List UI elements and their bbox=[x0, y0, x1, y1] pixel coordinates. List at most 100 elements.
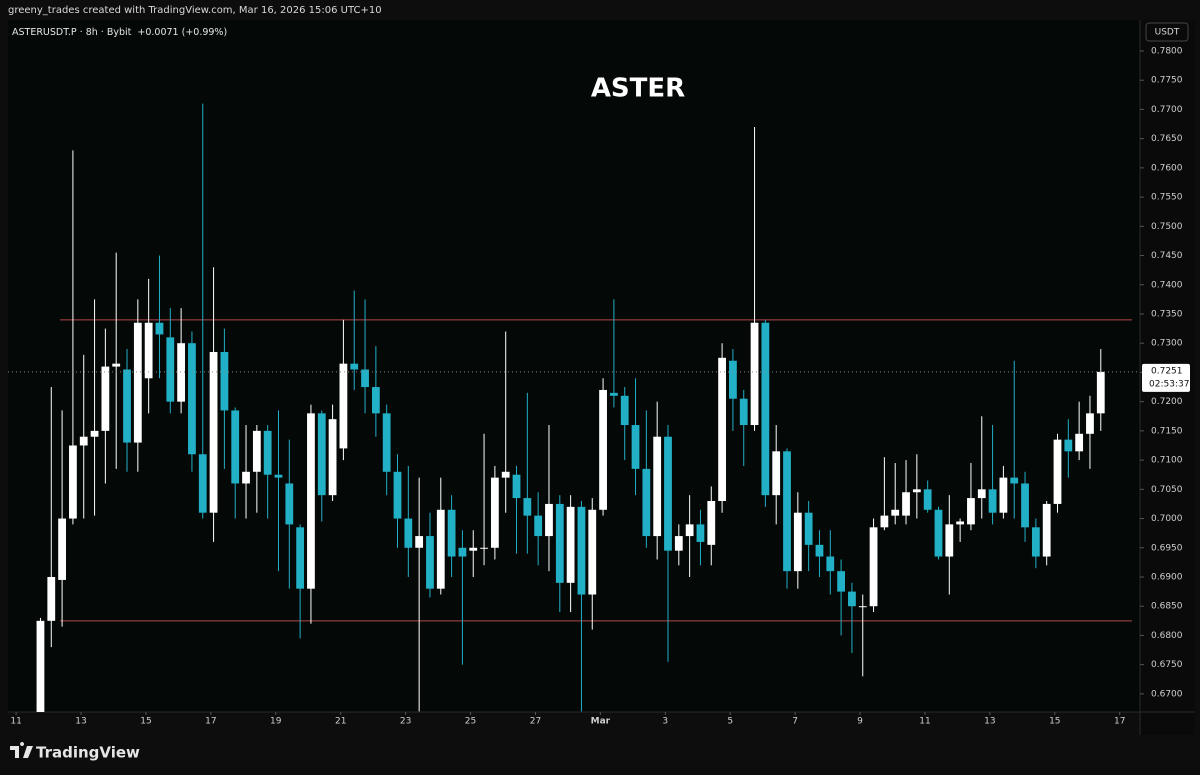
candle-body bbox=[166, 337, 175, 402]
logo-text: TradingView bbox=[36, 744, 140, 762]
candle-body bbox=[804, 512, 813, 545]
candle-body bbox=[977, 489, 986, 499]
candle-body bbox=[252, 430, 261, 472]
y-tick-label: 0.7600 bbox=[1151, 163, 1183, 173]
candle-body bbox=[642, 468, 651, 537]
candle-body bbox=[382, 413, 391, 472]
candle-body bbox=[1010, 477, 1019, 484]
candle-body bbox=[891, 509, 900, 516]
candle-body bbox=[653, 436, 662, 537]
y-tick-label: 0.7000 bbox=[1151, 514, 1183, 524]
candle-body bbox=[90, 430, 99, 437]
candle-body bbox=[307, 413, 315, 589]
candle-body bbox=[123, 369, 131, 443]
candle-body bbox=[739, 398, 748, 426]
candle-body bbox=[415, 536, 424, 548]
y-tick-label: 0.7700 bbox=[1151, 105, 1183, 115]
candle-body bbox=[577, 506, 586, 595]
candle-body bbox=[837, 571, 846, 592]
logo-icon bbox=[10, 742, 33, 758]
y-tick-label: 0.7750 bbox=[1151, 76, 1183, 86]
candle-body bbox=[545, 503, 553, 537]
y-tick-label: 0.6800 bbox=[1151, 631, 1183, 641]
candle-body bbox=[912, 489, 921, 493]
candle-body bbox=[566, 506, 575, 583]
candle-body bbox=[447, 509, 456, 557]
candle-body bbox=[1096, 371, 1105, 414]
y-tick-label: 0.7050 bbox=[1151, 485, 1183, 495]
y-tick-label: 0.6950 bbox=[1151, 543, 1183, 553]
candle-body bbox=[945, 524, 954, 557]
y-tick-label: 0.6700 bbox=[1151, 689, 1183, 699]
candle-body bbox=[36, 620, 45, 712]
candle-body bbox=[317, 413, 326, 496]
currency-button[interactable] bbox=[1145, 22, 1189, 42]
x-tick-label: 23 bbox=[400, 717, 411, 727]
candle-body bbox=[426, 536, 434, 589]
candle-body bbox=[274, 474, 283, 478]
candle-body bbox=[296, 527, 305, 589]
candle-body bbox=[826, 556, 835, 572]
candle-body bbox=[685, 524, 694, 537]
candle-body bbox=[523, 498, 532, 516]
y-tick-label: 0.7550 bbox=[1151, 193, 1183, 203]
candle-body bbox=[79, 436, 88, 446]
x-tick-label: 25 bbox=[465, 717, 476, 727]
change: +0.0071 (+0.99%) bbox=[137, 27, 227, 38]
candle-body bbox=[858, 606, 867, 608]
candle-body bbox=[512, 474, 521, 499]
x-tick-label: 17 bbox=[1114, 717, 1125, 727]
candle-body bbox=[902, 492, 910, 516]
candle-body bbox=[177, 343, 186, 402]
candle-body bbox=[1075, 433, 1084, 452]
y-tick-label: 0.7350 bbox=[1151, 309, 1183, 319]
candle-body bbox=[155, 322, 164, 335]
candle-body bbox=[480, 547, 488, 549]
overlay: 0.7800 0.7750 0.7700 0.7650 0.7600 0.7550 0.75… bbox=[10, 46, 1190, 727]
candle-body bbox=[1021, 483, 1029, 528]
y-tick-label: 0.7300 bbox=[1151, 339, 1183, 349]
candle-body bbox=[458, 547, 467, 557]
x-tick-label: 17 bbox=[205, 717, 216, 727]
candle-body bbox=[393, 471, 402, 519]
y-tick-label: 0.7500 bbox=[1151, 222, 1183, 232]
x-tick-label: 27 bbox=[530, 717, 541, 727]
y-tick-label: 0.7400 bbox=[1151, 280, 1183, 290]
y-tick-label: 0.6900 bbox=[1151, 572, 1183, 582]
x-tick-label: 15 bbox=[1049, 717, 1060, 727]
candle-body bbox=[815, 544, 824, 557]
candle-body bbox=[58, 518, 66, 580]
candle-body bbox=[69, 445, 77, 519]
y-tick-label: 0.7150 bbox=[1151, 426, 1183, 436]
candle-body bbox=[610, 392, 618, 396]
countdown-label: 02:53:37 bbox=[1149, 379, 1189, 389]
candle-body bbox=[674, 536, 683, 551]
candle-body bbox=[631, 425, 640, 469]
candle-body bbox=[469, 547, 478, 551]
candle-body bbox=[209, 351, 218, 513]
symbol-line: ASTERUSDT.P · 8h · Bybit +0.0071 (+0.99%) bbox=[12, 27, 227, 38]
candle-body bbox=[848, 591, 856, 607]
candle-body bbox=[350, 363, 359, 370]
last-price-box bbox=[1142, 363, 1190, 392]
candle-body bbox=[599, 389, 607, 510]
candle-body bbox=[501, 471, 510, 478]
y-tick-label: 0.7100 bbox=[1151, 456, 1183, 466]
candle-body bbox=[923, 489, 932, 510]
candle-body bbox=[1064, 439, 1073, 452]
candle-body bbox=[188, 343, 196, 455]
candle-body bbox=[220, 351, 229, 411]
x-tick-label: 13 bbox=[984, 717, 995, 727]
plot-area bbox=[8, 20, 1140, 712]
candle-body bbox=[999, 477, 1008, 513]
candle-body bbox=[696, 524, 705, 542]
x-tick-label: 7 bbox=[792, 717, 798, 727]
x-tick-label: 15 bbox=[140, 717, 151, 727]
x-tick-label: 11 bbox=[919, 717, 930, 727]
candle-body bbox=[1042, 503, 1051, 557]
logo: TradingView bbox=[10, 742, 140, 762]
header-text: greeny_trades created with TradingView.c… bbox=[8, 5, 382, 16]
x-tick-label: 5 bbox=[727, 717, 733, 727]
candle-body bbox=[361, 369, 369, 388]
candle-body bbox=[133, 322, 142, 443]
